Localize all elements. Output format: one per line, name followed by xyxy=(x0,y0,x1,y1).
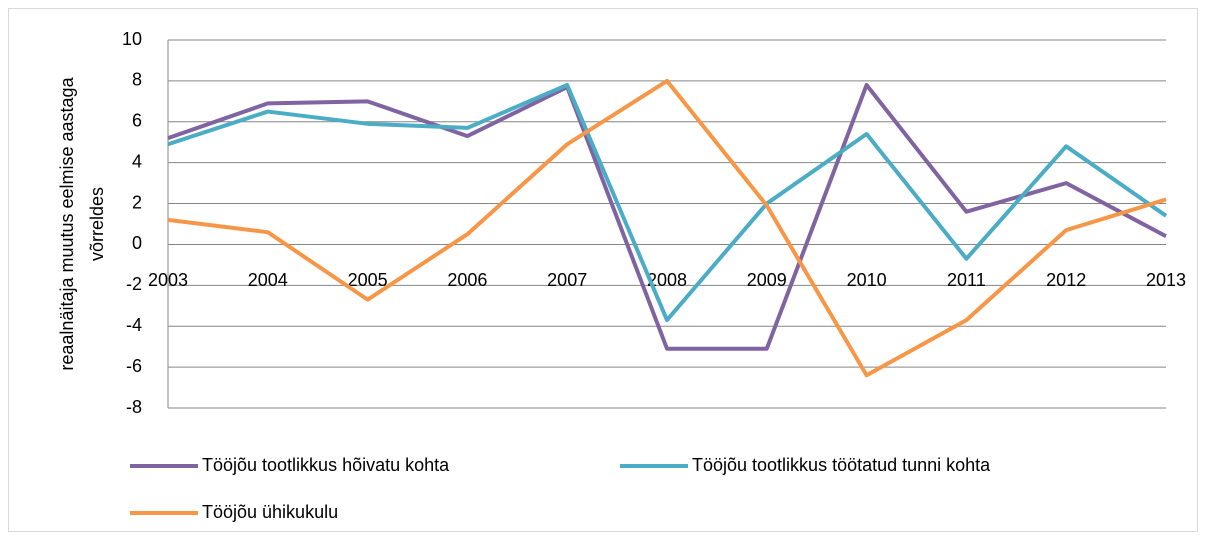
legend-label: Tööjõu ühikukulu xyxy=(202,502,338,522)
y-tick-label: 4 xyxy=(132,151,142,171)
legend-label: Tööjõu tootlikkus töötatud tunni kohta xyxy=(692,455,991,475)
y-tick-label: -2 xyxy=(126,274,142,294)
series-line xyxy=(167,78,1167,378)
x-tick-label: 2009 xyxy=(747,270,787,290)
y-tick-label: -8 xyxy=(126,397,142,417)
x-tick-label: 2003 xyxy=(148,270,188,290)
chart-border xyxy=(8,8,1198,532)
x-tick-label: 2011 xyxy=(947,270,986,290)
x-tick-label: 2007 xyxy=(547,270,587,290)
y-tick-label: 0 xyxy=(132,233,142,253)
y-tick-label: 10 xyxy=(122,29,142,49)
y-tick-label: -4 xyxy=(126,315,142,335)
x-tick-label: 2013 xyxy=(1146,270,1186,290)
x-tick-label: 2010 xyxy=(847,270,887,290)
y-tick-label: 2 xyxy=(132,192,142,212)
series-line xyxy=(167,82,1167,351)
series-line xyxy=(167,82,1168,323)
y-tick-label: -6 xyxy=(126,356,142,376)
x-tick-label: 2004 xyxy=(248,270,288,290)
y-tick-label: 6 xyxy=(132,111,142,131)
x-tick-label: 2006 xyxy=(447,270,487,290)
x-tick-label: 2012 xyxy=(1046,270,1086,290)
x-tick-label: 2008 xyxy=(647,270,687,290)
y-tick-label: 8 xyxy=(132,70,142,90)
x-tick-label: 2005 xyxy=(348,270,388,290)
y-axis-label: reaalnäitaja muutus eelmise aastaga xyxy=(57,76,77,370)
legend-label: Tööjõu tootlikkus hõivatu kohta xyxy=(202,455,450,475)
y-axis-label: võrreldes xyxy=(87,187,107,261)
